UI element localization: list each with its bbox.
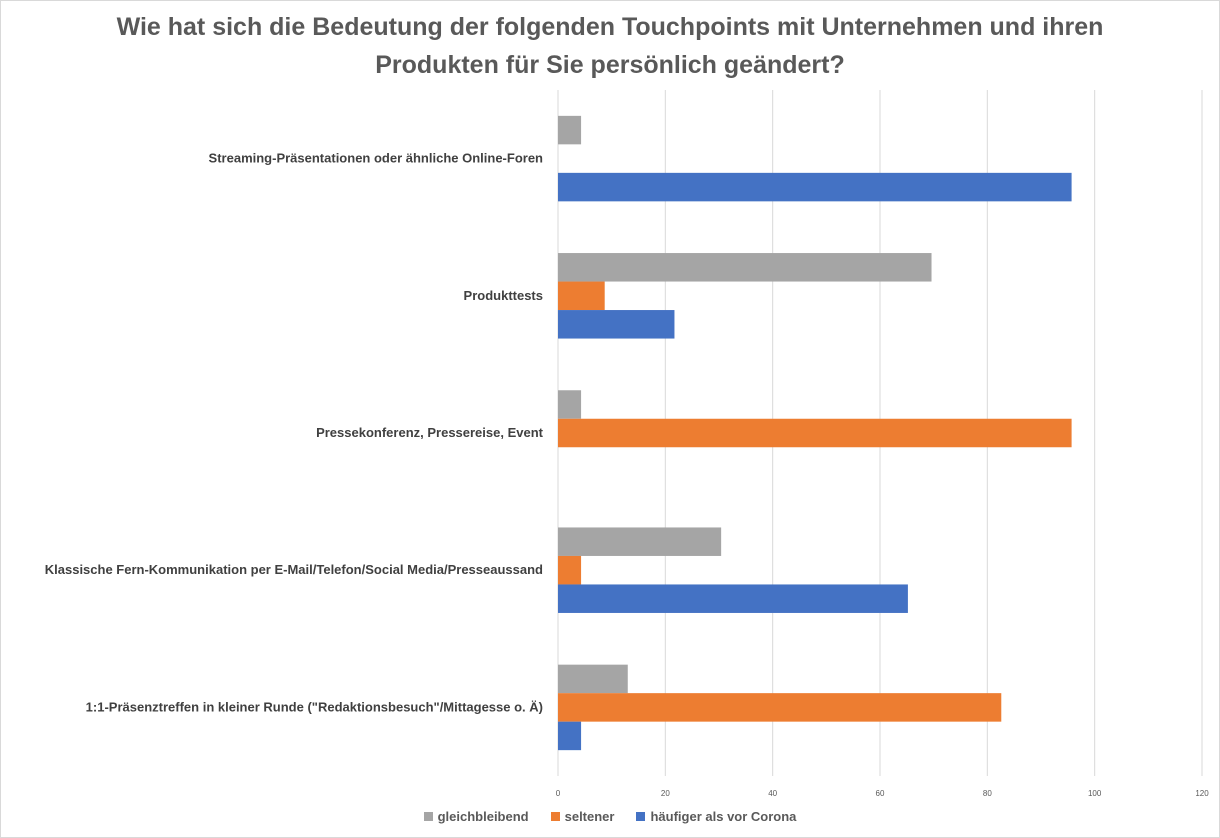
category-label-5: 1:1-Präsenztreffen in kleiner Runde ("Re… (86, 699, 543, 714)
bar-gleichbleibend-1 (558, 115, 582, 145)
chart-title: Wie hat sich die Bedeutung der folgenden… (0, 8, 1220, 84)
bars (558, 115, 1072, 751)
category-label-4: Klassische Fern-Kommunikation per E-Mail… (45, 562, 543, 577)
bar-gleichbleibend-4 (558, 527, 722, 556)
x-tick-label: 80 (983, 789, 992, 798)
category-labels: Streaming-Präsentationen oder ähnliche O… (45, 151, 544, 715)
bar-haeufiger-5 (558, 721, 582, 751)
category-label-1: Streaming-Präsentationen oder ähnliche O… (209, 151, 544, 166)
x-tick-label: 40 (768, 789, 777, 798)
bar-haeufiger-1 (558, 172, 1072, 202)
category-label-3: Pressekonferenz, Pressereise, Event (316, 425, 544, 440)
bar-gleichbleibend-5 (558, 664, 628, 694)
bar-seltener-3 (558, 418, 1072, 448)
category-label-2: Produkttests (464, 288, 543, 303)
chart-title-line-2: Produkten für Sie persönlich geändert? (375, 51, 845, 79)
legend: gleichbleibend seltener häufiger als vor… (0, 809, 1220, 824)
x-tick-label: 60 (876, 789, 885, 798)
tick-labels: 0 20 40 60 80 100 120 (556, 789, 1209, 798)
legend-swatch-seltener (550, 812, 560, 821)
bar-haeufiger-4 (558, 584, 908, 613)
legend-label-gleichbleibend: gleichbleibend (437, 809, 529, 824)
bar-seltener-4 (558, 555, 582, 585)
legend-item-gleichbleibend: gleichbleibend (423, 809, 529, 824)
x-tick-label: 120 (1195, 789, 1209, 798)
legend-label-seltener: seltener (564, 809, 615, 824)
x-tick-label: 100 (1088, 789, 1102, 798)
bar-seltener-5 (558, 693, 1002, 722)
bar-gleichbleibend-3 (558, 390, 582, 419)
bar-gleichbleibend-2 (558, 253, 932, 282)
bar-haeufiger-2 (558, 310, 675, 339)
x-tick-label: 20 (661, 789, 670, 798)
x-tick-label: 0 (556, 789, 561, 798)
chart-title-line-1: Wie hat sich die Bedeutung der folgenden… (116, 13, 1104, 41)
legend-label-haeufiger: häufiger als vor Corona (650, 809, 797, 824)
legend-swatch-haeufiger (636, 812, 646, 821)
legend-item-seltener: seltener (550, 809, 615, 824)
legend-swatch-gleichbleibend (423, 812, 433, 821)
bar-seltener-2 (558, 281, 605, 311)
legend-item-haeufiger: häufiger als vor Corona (636, 809, 796, 824)
